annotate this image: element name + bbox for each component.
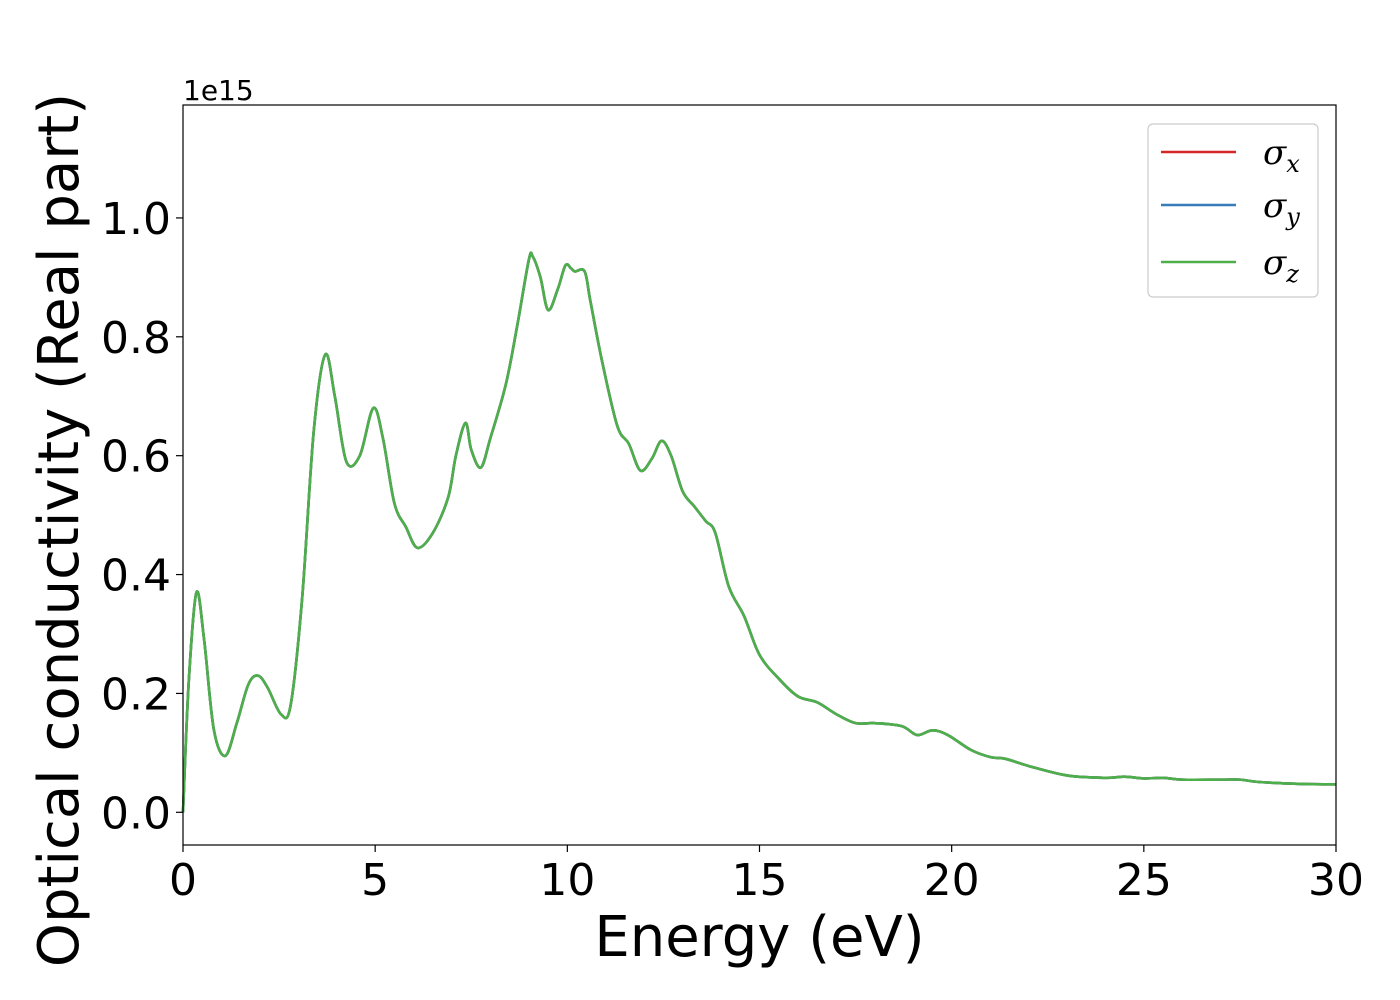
x-tick-label: 15 xyxy=(732,855,788,906)
legend-box xyxy=(1147,123,1319,298)
x-tick-label: 20 xyxy=(924,855,980,906)
y-tick-label: 1.0 xyxy=(101,194,171,245)
series-line-σz xyxy=(181,251,1337,813)
y-axis-title: Optical conductivity (Real part) xyxy=(27,93,92,967)
y-tick-label: 0.0 xyxy=(101,788,171,839)
x-tick-label: 10 xyxy=(539,855,595,906)
legend-label-z: σz xyxy=(1263,243,1299,288)
y-axis: 0.0 0.2 0.4 0.6 0.8 1.0 xyxy=(101,194,183,839)
legend-label-y: σy xyxy=(1263,186,1300,231)
y-tick-label: 0.8 xyxy=(101,313,171,364)
y-offset-text: 1e15 xyxy=(183,74,254,107)
plot-area xyxy=(181,251,1337,813)
legend-label-x: σx xyxy=(1263,133,1300,178)
y-tick-label: 0.2 xyxy=(101,669,171,720)
x-tick-label: 25 xyxy=(1116,855,1172,906)
y-tick-label: 0.6 xyxy=(101,432,171,483)
legend: σx σy σz xyxy=(1147,123,1319,298)
x-axis-title: Energy (eV) xyxy=(594,905,924,970)
x-tick-label: 0 xyxy=(169,855,197,906)
y-tick-label: 0.4 xyxy=(101,551,171,602)
x-tick-label: 5 xyxy=(361,855,389,906)
x-axis: 0 5 10 15 20 25 30 xyxy=(169,845,1364,906)
x-tick-label: 30 xyxy=(1308,855,1364,906)
